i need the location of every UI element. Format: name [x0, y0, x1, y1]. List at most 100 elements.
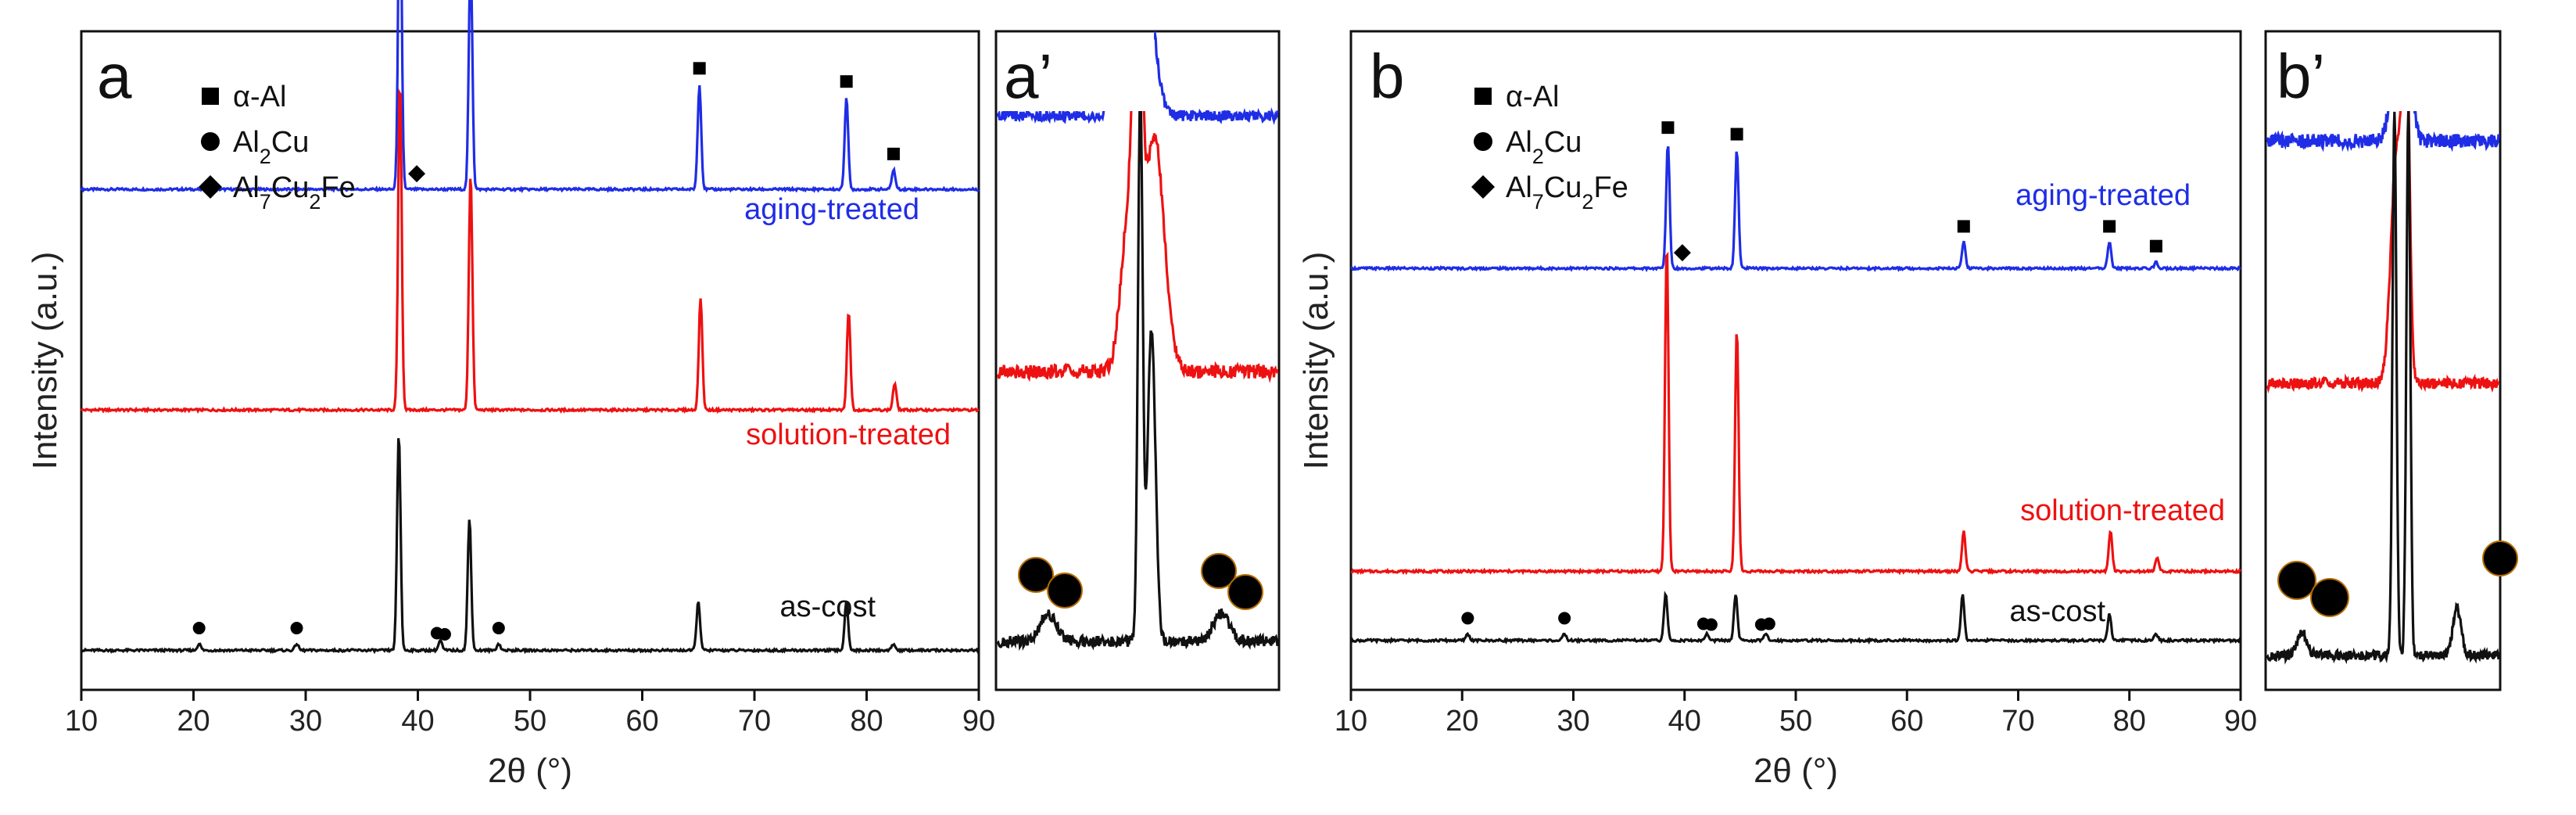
x-tick-label: 70: [2001, 705, 2034, 738]
marker-al2cu: [1704, 618, 1718, 631]
legend-diamond-icon: [1471, 175, 1495, 199]
series-label-solution-treated: solution-treated: [746, 418, 951, 451]
panel-b-ticks: 10 20 30 40 50 60 70 80 90: [1335, 690, 2257, 738]
panel-a-zoom: a’: [994, 29, 1281, 691]
marker-al7cu2fe: [408, 165, 426, 183]
legend-subscript: 2: [1532, 145, 1544, 168]
legend-diamond-icon: [199, 175, 222, 199]
panel-b-label: b: [1370, 41, 1405, 111]
legend-label: Al7Cu2Fe: [233, 171, 356, 214]
x-tick-label: 60: [625, 705, 658, 738]
legend-square-icon: [1474, 88, 1492, 105]
series-line-aging-treated: [80, 0, 980, 194]
x-tick-label: 80: [2113, 705, 2146, 738]
legend-text-part: α-Al: [1506, 81, 1559, 113]
legend-text-part: Al: [233, 171, 260, 204]
panel-a-zoom-label-bg: [998, 33, 1154, 111]
x-tick-label: 80: [850, 705, 883, 738]
marker-alpha-al: [2103, 220, 2116, 233]
legend-label: Al2Cu: [233, 126, 309, 168]
marker-alpha-al: [887, 147, 900, 160]
zoom-al2cu-marker: [2277, 561, 2316, 600]
marker-alpha-al: [840, 75, 853, 88]
legend-text-part: Fe: [1593, 171, 1628, 204]
series-label-aging-treated: aging-treated: [2015, 179, 2191, 212]
zoom-al2cu-marker: [1047, 573, 1083, 609]
series-label-solution-treated: solution-treated: [2020, 494, 2225, 527]
legend-text-part: Fe: [321, 171, 355, 204]
panel-b-xlabel: 2θ (°): [1754, 752, 1838, 790]
legend-label: α-Al: [233, 81, 286, 113]
legend-text-part: Cu: [271, 126, 310, 159]
panel-a-ticks: 10 20 30 40 50 60 70 80 90: [65, 690, 995, 738]
zoom-al2cu-marker: [1201, 553, 1237, 589]
legend-label: α-Al: [1506, 81, 1559, 113]
panel-b-zoom-label: b’: [2277, 41, 2325, 111]
zoom-al2cu-marker: [1018, 557, 1054, 593]
x-tick-label: 10: [1335, 705, 1367, 738]
zoom-line-aging-treated: [2266, 33, 2500, 153]
marker-al2cu: [192, 622, 206, 635]
legend-subscript: 2: [1582, 190, 1593, 214]
series-line-as-cost: [1349, 591, 2242, 645]
zoom-al2cu-marker: [2482, 540, 2518, 576]
series-line-solution-treated: [1350, 251, 2242, 576]
x-tick-label: 30: [1557, 705, 1589, 738]
legend-text-part: α-Al: [233, 81, 286, 113]
legend-subscript: 7: [1532, 190, 1544, 214]
legend-label: Al7Cu2Fe: [1506, 171, 1628, 214]
x-tick-label: 30: [289, 705, 322, 738]
panel-b-zoom-series: [2266, 33, 2518, 665]
zoom-al2cu-marker: [2310, 578, 2349, 617]
panel-b: b 2θ (°) Intensity (a.u.) 10 20 30 40 50 60 70…: [1297, 30, 2257, 790]
series-line-solution-treated: [80, 88, 980, 415]
legend-square-icon: [202, 88, 219, 105]
panel-b-zoom-frame: [2264, 30, 2502, 691]
panel-b-zoom: b’: [2264, 30, 2518, 691]
panel-a-zoom-label: a’: [1004, 41, 1052, 111]
series-label-as-cost: as-cost: [780, 591, 876, 623]
marker-al2cu: [1762, 617, 1775, 630]
x-tick-label: 90: [962, 705, 995, 738]
legend-text-part: Al: [1506, 126, 1532, 159]
x-tick-label: 70: [738, 705, 771, 738]
panel-a-ylabel: Intensity (a.u.): [26, 252, 64, 470]
panel-a-zoom-frame: [994, 30, 1281, 691]
zoom-line-as-cost: [996, 83, 1279, 652]
marker-al2cu: [492, 622, 505, 635]
panel-a-xlabel: 2θ (°): [488, 752, 572, 790]
marker-alpha-al: [1730, 127, 1743, 141]
legend-label: Al2Cu: [1506, 126, 1582, 168]
x-tick-label: 50: [514, 705, 546, 738]
panel-b-series: aging-treated solution-treated as-cost: [1349, 121, 2242, 645]
x-tick-label: 20: [177, 705, 210, 738]
panel-b-ylabel: Intensity (a.u.): [1297, 252, 1335, 470]
x-tick-label: 20: [1446, 705, 1478, 738]
marker-alpha-al: [2149, 239, 2162, 253]
zoom-line-as-cost: [2266, 110, 2500, 665]
x-tick-label: 40: [401, 705, 434, 738]
panel-a: a 2θ (°) Intensity (a.u.) 10 20 30 40 50 60 70…: [26, 0, 995, 790]
legend-subscript: 2: [260, 145, 271, 168]
zoom-line-solution-treated: [2266, 33, 2500, 394]
x-tick-label: 90: [2224, 705, 2257, 738]
series-label-as-cost: as-cost: [2010, 595, 2106, 628]
panel-a-label: a: [97, 41, 132, 111]
marker-alpha-al: [693, 62, 706, 75]
legend-text-part: Cu: [1544, 171, 1582, 204]
zoom-al2cu-marker: [1227, 574, 1263, 610]
marker-al2cu: [438, 628, 451, 641]
legend-circle-icon: [201, 132, 220, 151]
legend-text-part: Cu: [271, 171, 310, 204]
x-tick-label: 50: [1779, 705, 1812, 738]
marker-al2cu: [1558, 612, 1571, 625]
marker-al2cu: [1461, 612, 1474, 625]
x-tick-label: 40: [1668, 705, 1701, 738]
series-label-aging-treated: aging-treated: [744, 193, 919, 226]
legend-subscript: 7: [260, 190, 271, 214]
x-tick-label: 10: [65, 705, 98, 738]
